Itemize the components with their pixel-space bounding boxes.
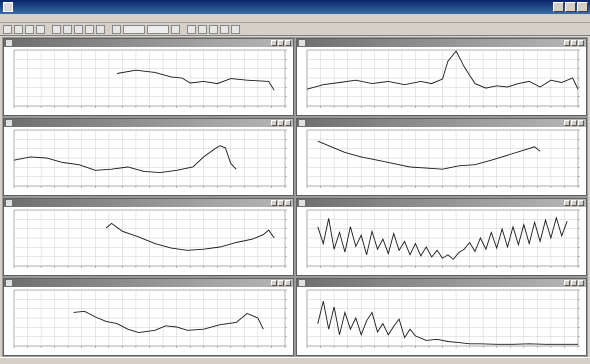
mdi-workspace xyxy=(2,37,588,357)
tile-icon[interactable] xyxy=(187,24,196,34)
cursor-icon[interactable] xyxy=(52,24,61,34)
chart-window-5[interactable] xyxy=(3,198,294,276)
window-icon xyxy=(6,200,12,206)
close-button[interactable] xyxy=(577,2,588,12)
window-icon xyxy=(299,200,305,206)
chart-window-3[interactable] xyxy=(3,118,294,196)
window-icon xyxy=(6,280,12,286)
close-button[interactable] xyxy=(285,40,291,46)
close-button[interactable] xyxy=(578,120,584,126)
app-icon xyxy=(3,2,13,12)
window-icon xyxy=(6,120,12,126)
trace-plot[interactable] xyxy=(297,287,586,355)
minimize-button[interactable] xyxy=(271,120,277,126)
zoom-icon[interactable] xyxy=(63,24,72,34)
trace-line xyxy=(73,310,264,334)
channel-icon[interactable] xyxy=(96,24,105,34)
maximize-button[interactable] xyxy=(278,40,284,46)
chart-window-4[interactable] xyxy=(296,118,587,196)
close-button[interactable] xyxy=(285,280,291,286)
minimize-button[interactable] xyxy=(564,120,570,126)
chart-window-titlebar[interactable] xyxy=(4,39,293,47)
expand-icon[interactable] xyxy=(147,24,169,34)
trace-line xyxy=(306,50,579,90)
close-button[interactable] xyxy=(578,200,584,206)
status-bar xyxy=(0,357,590,364)
help-icon[interactable] xyxy=(231,24,240,34)
chart-window-1[interactable] xyxy=(3,38,294,116)
close-button[interactable] xyxy=(285,120,291,126)
trace-plot[interactable] xyxy=(297,207,586,275)
trace-line xyxy=(13,145,237,174)
trace-line xyxy=(317,140,541,170)
window-icon xyxy=(299,120,305,126)
chart-window-7[interactable] xyxy=(3,278,294,356)
minimize-button[interactable] xyxy=(271,200,277,206)
close-button[interactable] xyxy=(578,280,584,286)
maximize-button[interactable] xyxy=(278,280,284,286)
chart-window-titlebar[interactable] xyxy=(297,199,586,207)
trace-plot[interactable] xyxy=(4,287,293,355)
trace-plot[interactable] xyxy=(4,127,293,195)
title-bar xyxy=(0,0,590,14)
close-button[interactable] xyxy=(285,200,291,206)
maximize-button[interactable] xyxy=(278,200,284,206)
window-icon xyxy=(6,40,12,46)
chart-window-titlebar[interactable] xyxy=(4,119,293,127)
trace-plot[interactable] xyxy=(4,207,293,275)
minimize-button[interactable] xyxy=(564,40,570,46)
trace-line xyxy=(317,301,578,345)
save-icon[interactable] xyxy=(25,24,34,34)
minimize-button[interactable] xyxy=(553,2,564,12)
trace-line xyxy=(105,222,275,251)
info-icon[interactable] xyxy=(220,24,229,34)
minimize-button[interactable] xyxy=(271,280,277,286)
chart-window-titlebar[interactable] xyxy=(297,39,586,47)
layout-icon[interactable] xyxy=(171,24,180,34)
trace-plot[interactable] xyxy=(297,47,586,115)
maximize-button[interactable] xyxy=(571,280,577,286)
trace-line xyxy=(317,216,568,260)
chart-window-titlebar[interactable] xyxy=(297,119,586,127)
grid-icon[interactable] xyxy=(85,24,94,34)
new-icon[interactable] xyxy=(3,24,12,34)
chart-window-6[interactable] xyxy=(296,198,587,276)
chart-window-8[interactable] xyxy=(296,278,587,356)
chart-window-titlebar[interactable] xyxy=(4,279,293,287)
maximize-button[interactable] xyxy=(565,2,576,12)
minimize-button[interactable] xyxy=(564,280,570,286)
wave-icon[interactable] xyxy=(112,24,121,34)
window-icon xyxy=(299,40,305,46)
menu-bar xyxy=(0,14,590,23)
minimize-button[interactable] xyxy=(564,200,570,206)
window-icon xyxy=(299,280,305,286)
maximize-button[interactable] xyxy=(571,120,577,126)
open-icon[interactable] xyxy=(14,24,23,34)
trace-line xyxy=(116,69,275,91)
config-icon[interactable] xyxy=(209,24,218,34)
maximize-button[interactable] xyxy=(571,200,577,206)
chart-window-titlebar[interactable] xyxy=(4,199,293,207)
close-button[interactable] xyxy=(578,40,584,46)
print-icon[interactable] xyxy=(36,24,45,34)
chart-window-titlebar[interactable] xyxy=(297,279,586,287)
trace-plot[interactable] xyxy=(4,47,293,115)
maximize-button[interactable] xyxy=(571,40,577,46)
scale-icon[interactable] xyxy=(123,24,145,34)
maximize-button[interactable] xyxy=(278,120,284,126)
toolbar xyxy=(0,23,590,36)
cascade-icon[interactable] xyxy=(198,24,207,34)
trace-plot[interactable] xyxy=(297,127,586,195)
chart-window-2[interactable] xyxy=(296,38,587,116)
measure-icon[interactable] xyxy=(74,24,83,34)
minimize-button[interactable] xyxy=(271,40,277,46)
